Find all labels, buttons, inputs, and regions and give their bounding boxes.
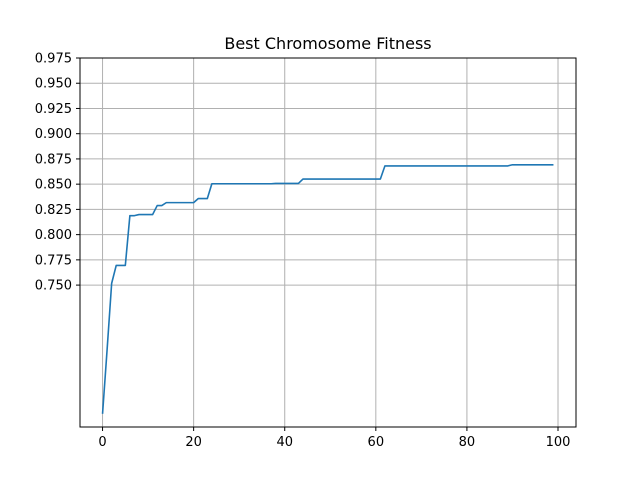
y-axis: 0.750 0.775 0.800 0.825 0.850 0.875 0.900 0.925…: [35, 52, 80, 294]
x-tick-label: 60: [368, 435, 385, 450]
y-tick-label: 0.925: [35, 102, 72, 117]
plot-frame: [79, 57, 577, 428]
grid-lines: [80, 57, 576, 427]
y-tick-label: 0.975: [35, 52, 72, 67]
series-layer: [101, 163, 554, 414]
series-line: [101, 163, 554, 414]
x-axis: 0 20 40 60 80 100: [98, 427, 570, 450]
x-tick-label: 0: [98, 435, 106, 450]
x-tick-label: 40: [276, 435, 293, 450]
y-tick-label: 0.750: [35, 279, 72, 294]
y-tick-label: 0.950: [35, 77, 72, 92]
x-tick-label: 100: [546, 435, 571, 450]
x-tick-label: 20: [185, 435, 202, 450]
y-tick-label: 0.800: [35, 228, 72, 243]
y-tick-label: 0.900: [35, 127, 72, 142]
x-tick-label: 80: [459, 435, 476, 450]
y-tick-label: 0.825: [35, 203, 72, 218]
y-tick-label: 0.850: [35, 178, 72, 193]
y-tick-label: 0.875: [35, 152, 72, 167]
chart-title: Best Chromosome Fitness: [224, 34, 431, 53]
y-tick-label: 0.775: [35, 253, 72, 268]
